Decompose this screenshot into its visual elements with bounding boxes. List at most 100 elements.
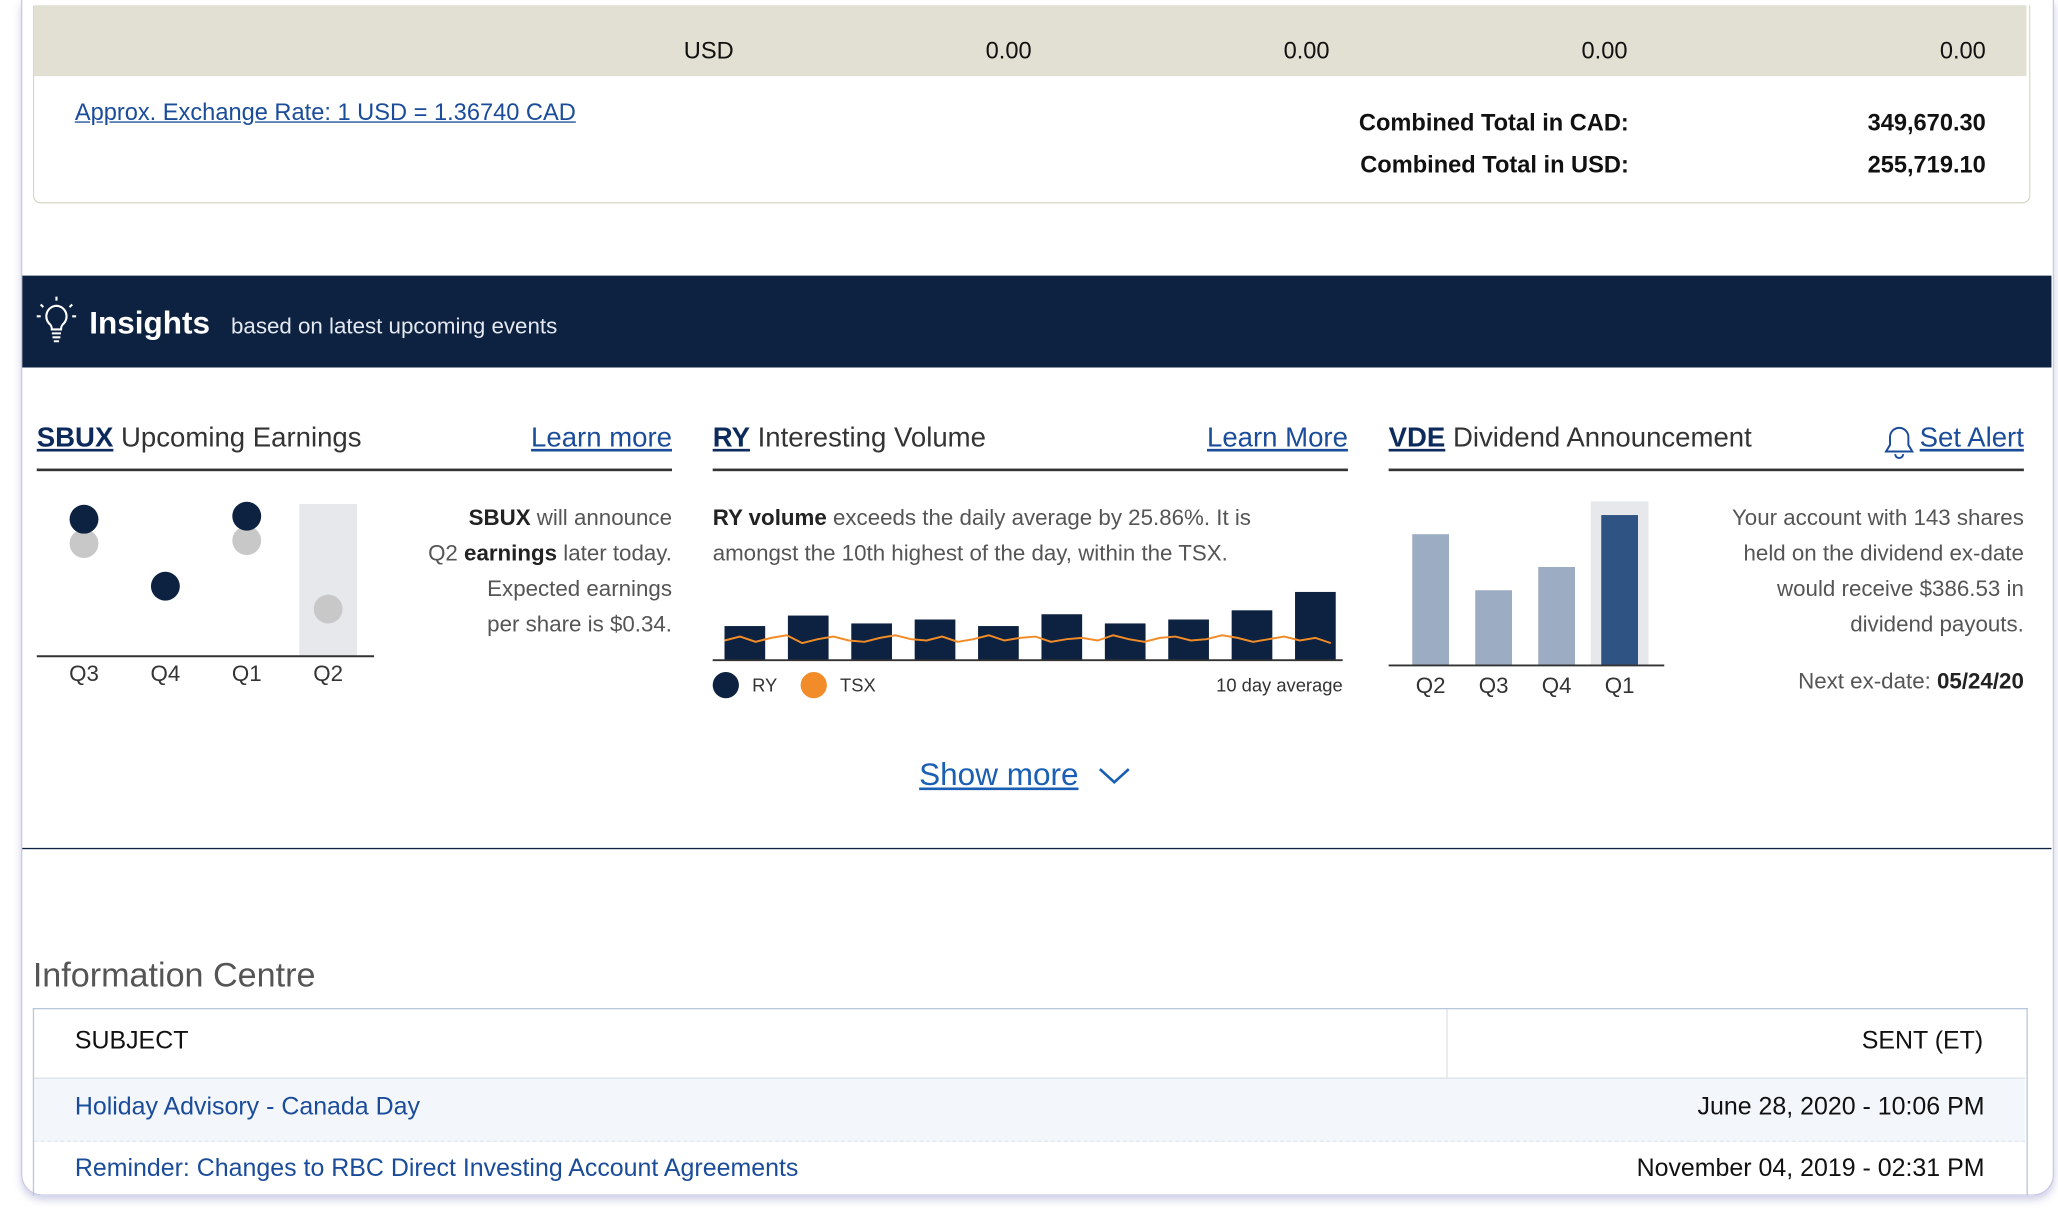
card-action[interactable]: Set Alert	[1919, 422, 2024, 453]
next-date: Next ex-date: 05/24/20	[1798, 663, 2024, 698]
card-text: SBUX will announce Q2 earnings later toda…	[365, 500, 672, 642]
insights-banner	[22, 275, 2052, 368]
text-line: held on the dividend ex-date	[1677, 536, 2024, 571]
card-header: RY Interesting Volume	[713, 423, 986, 455]
volume-bar	[724, 626, 766, 661]
total-label: Combined Total in CAD:	[1358, 109, 1629, 136]
text-run: earnings	[464, 540, 558, 566]
text-line: dividend payouts.	[1677, 606, 2024, 641]
row-bg	[34, 1077, 2026, 1142]
text-run: would receive $386.53 in	[1777, 576, 2024, 602]
divider	[22, 847, 2052, 850]
balance: 0.00	[1581, 37, 1628, 64]
text-line: would receive $386.53 in	[1677, 571, 2024, 606]
volume-bar	[1295, 591, 1336, 661]
actual-dot	[69, 504, 99, 534]
estimate-dot	[232, 526, 262, 555]
card-header: SBUX Upcoming Earnings	[37, 423, 362, 455]
chart-note: 10 day average	[1216, 675, 1343, 696]
insights-title: Insights	[89, 305, 211, 342]
text-line: RY volume exceeds the daily average by 2…	[713, 500, 1251, 535]
sent-date: June 28, 2020 - 10:06 PM	[1697, 1093, 1985, 1121]
bell-icon	[1884, 426, 1915, 460]
text-run: SBUX	[468, 505, 531, 531]
sent-date: November 04, 2019 - 02:31 PM	[1636, 1155, 1985, 1183]
col-divider	[1446, 1009, 1448, 1078]
x-label: Q3	[1479, 673, 1509, 698]
volume-bar	[1041, 614, 1083, 661]
text-run: dividend payouts.	[1850, 611, 2024, 637]
message-link[interactable]: Holiday Advisory - Canada Day	[74, 1093, 420, 1121]
info-table	[32, 1008, 2028, 1196]
frame	[21, 0, 2055, 1196]
symbol-link[interactable]: RY	[712, 422, 750, 453]
card-rule	[36, 468, 672, 472]
text-line: amongst the 10th highest of the day, wit…	[713, 536, 1251, 571]
highlight	[299, 504, 357, 657]
text-run: held on the dividend ex-date	[1743, 540, 2024, 566]
card-heading: Interesting Volume	[757, 422, 986, 453]
text-run: exceeds the daily average by 25.86%. It …	[826, 505, 1251, 531]
x-label: Q3	[69, 661, 99, 686]
balance-row	[34, 5, 2027, 77]
balance: 0.00	[985, 37, 1032, 64]
balance: 0.00	[1939, 37, 1986, 64]
text-line: Expected earnings	[365, 571, 672, 606]
actual-dot	[150, 571, 180, 601]
actual-dot	[232, 501, 262, 531]
text-run: RY volume	[712, 505, 827, 531]
x-label: Q2	[313, 661, 343, 686]
text-run: will announce	[530, 505, 672, 531]
text-run: per share is $0.34.	[487, 611, 672, 637]
volume-bar	[1231, 610, 1273, 661]
show-more[interactable]: Show more	[919, 757, 1079, 793]
x-label: Q4	[1542, 673, 1572, 698]
card-heading: Upcoming Earnings	[121, 422, 362, 453]
text-run: 05/24/20	[1937, 668, 2024, 694]
chevron[interactable]	[1097, 764, 1131, 788]
estimate-dot	[313, 594, 343, 624]
legend-dot	[712, 672, 739, 699]
symbol-link[interactable]: SBUX	[36, 422, 114, 453]
dividend-bar	[1412, 534, 1449, 666]
text-run: Next ex-date:	[1798, 668, 1938, 694]
text-line: per share is $0.34.	[365, 606, 672, 641]
estimate-dot	[69, 529, 99, 559]
card-text: Your account with 143 shares held on the …	[1677, 500, 2024, 642]
card-rule	[712, 468, 1348, 472]
balance-box	[32, 5, 2031, 204]
dividend-bar	[1475, 590, 1512, 666]
text-run: Expected earnings	[487, 576, 672, 602]
text-run: Q2	[428, 540, 465, 566]
x-label: Q4	[151, 661, 181, 686]
legend-label: TSX	[840, 675, 876, 696]
total-value: 255,719.10	[1867, 151, 1986, 178]
x-label: Q2	[1416, 673, 1446, 698]
insights-subtitle: based on latest upcoming events	[231, 313, 558, 339]
symbol-link[interactable]: VDE	[1388, 422, 1446, 453]
card-action[interactable]: Learn more	[531, 422, 672, 453]
legend-dot	[800, 672, 827, 699]
text-line: SBUX will announce	[365, 500, 672, 535]
legend-label: RY	[752, 675, 777, 696]
tsx-line	[724, 634, 1332, 645]
text-line: Q2 earnings later today.	[365, 536, 672, 571]
message-link[interactable]: Reminder: Changes to RBC Direct Investin…	[74, 1155, 799, 1183]
currency: USD	[683, 37, 734, 64]
card-header: VDE Dividend Announcement	[1389, 423, 1752, 455]
bulb-icon	[36, 296, 77, 343]
card-rule	[1388, 468, 2024, 472]
x-label: Q1	[1605, 673, 1635, 698]
card-action[interactable]: Learn More	[1206, 422, 1348, 453]
exchange-rate-link[interactable]: Approx. Exchange Rate: 1 USD = 1.36740 C…	[74, 99, 576, 126]
balance: 0.00	[1283, 37, 1330, 64]
dividend-bar	[1538, 567, 1575, 666]
total-value: 349,670.30	[1867, 109, 1986, 136]
dividend-bar	[1601, 515, 1638, 666]
text-line: Your account with 143 shares	[1677, 500, 2024, 535]
text-run: later today.	[557, 540, 672, 566]
card-heading: Dividend Announcement	[1452, 422, 1752, 453]
column-header: SUBJECT	[74, 1027, 189, 1056]
